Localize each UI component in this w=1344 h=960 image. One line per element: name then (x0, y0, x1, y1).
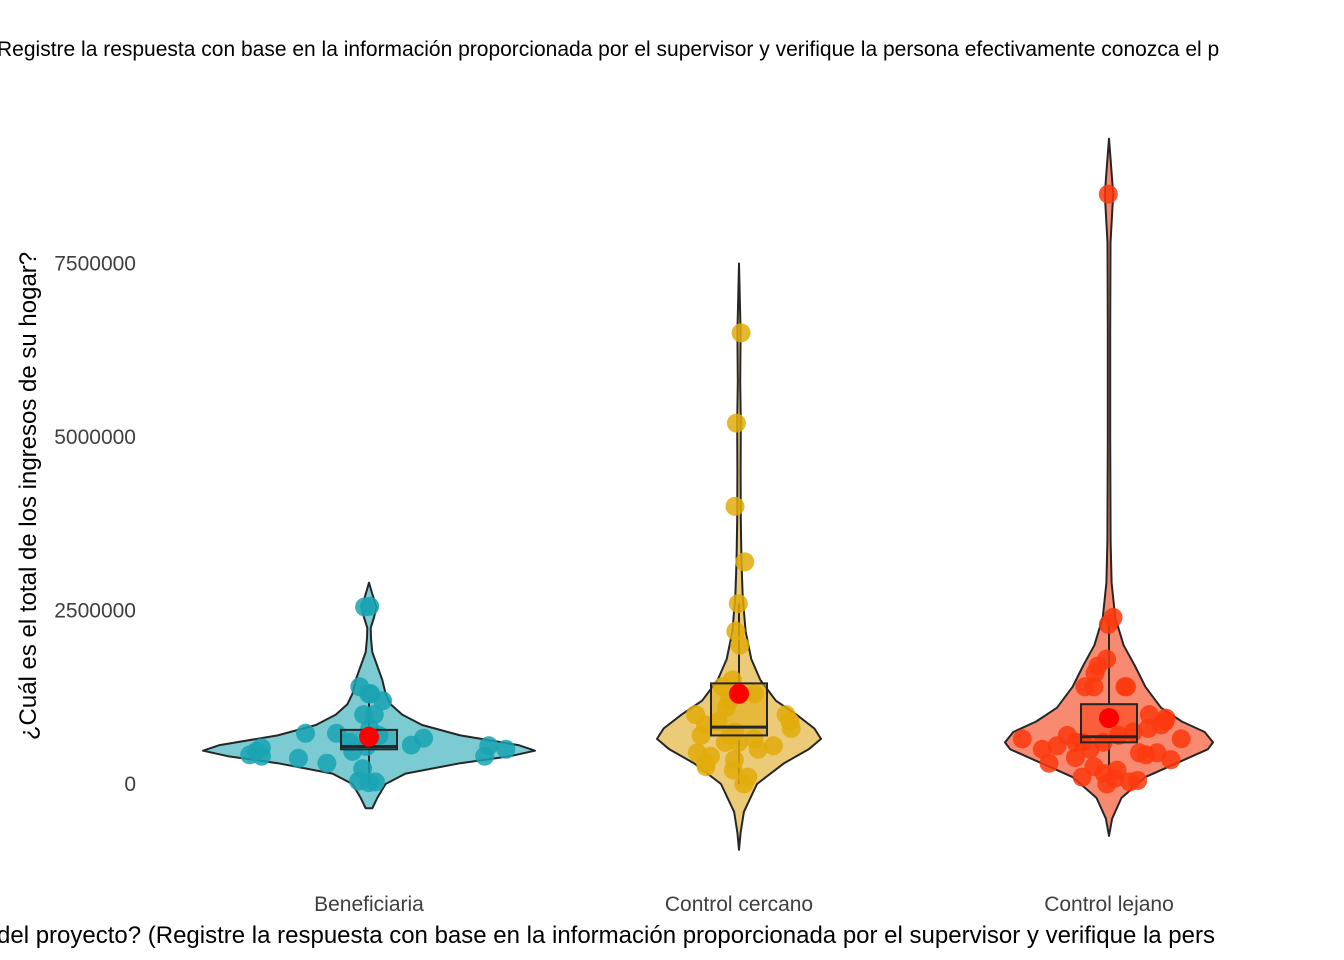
data-point (691, 725, 711, 745)
data-point (1085, 663, 1105, 683)
violin-2 (1004, 137, 1214, 837)
data-point (763, 736, 783, 756)
data-point (748, 739, 768, 759)
data-point (1120, 772, 1140, 792)
data-point (734, 774, 754, 794)
data-point (1105, 768, 1124, 788)
data-point (1171, 729, 1191, 749)
data-point (317, 753, 337, 773)
data-point (730, 635, 750, 655)
data-point (1032, 739, 1052, 759)
data-point (776, 705, 796, 725)
x-tick-label: Beneficiaria (314, 893, 424, 916)
mean-point-2 (1099, 708, 1119, 729)
data-point (1084, 677, 1104, 697)
x-axis: Beneficiaria Control cercano Control lejan… (314, 893, 1174, 916)
y-axis-title: ¿Cuál es el total de los ingresos de su … (15, 252, 42, 740)
data-point (728, 594, 748, 614)
data-point (365, 772, 385, 792)
data-point (725, 496, 745, 516)
data-point (726, 413, 746, 433)
y-axis: 0 2500000 5000000 7500000 (54, 253, 136, 797)
plot-area (202, 137, 1214, 851)
data-point (1065, 748, 1085, 768)
data-point (1057, 725, 1077, 745)
data-point (496, 739, 516, 759)
data-point (728, 732, 748, 752)
data-point (251, 738, 271, 758)
data-point (1138, 719, 1158, 738)
y-tick-label: 0 (124, 773, 136, 796)
y-tick-label: 2500000 (54, 600, 136, 623)
data-point (1147, 743, 1167, 763)
x-tick-label: Control lejano (1044, 893, 1174, 916)
data-point (696, 757, 716, 777)
data-point (735, 552, 755, 572)
y-tick-label: 7500000 (54, 253, 136, 276)
data-point (1098, 184, 1118, 204)
data-point (296, 723, 315, 743)
data-point (354, 705, 374, 725)
data-point (401, 735, 421, 755)
group-0 (202, 581, 536, 810)
chart-title: Registre la respuesta con base en la inf… (0, 38, 1219, 61)
data-point (1012, 729, 1032, 749)
x-tick-label: Control cercano (665, 893, 813, 916)
x-axis-title: del proyecto? (Registre la respuesta con… (0, 922, 1215, 949)
data-point (475, 746, 495, 766)
data-point (1098, 614, 1118, 634)
data-point (288, 748, 308, 768)
data-point (360, 596, 380, 616)
data-point (1117, 677, 1136, 697)
data-point (359, 684, 379, 704)
data-point (723, 760, 743, 780)
data-point (1072, 767, 1092, 787)
mean-point-1 (729, 683, 749, 704)
y-tick-label: 5000000 (54, 426, 136, 449)
data-point (349, 771, 369, 791)
mean-point-0 (359, 726, 379, 747)
group-2 (1004, 137, 1214, 837)
group-1 (656, 262, 822, 851)
data-point (731, 323, 751, 343)
